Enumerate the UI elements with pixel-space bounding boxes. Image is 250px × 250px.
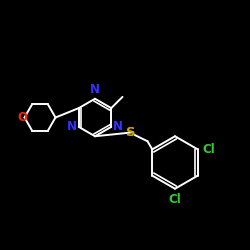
Text: Cl: Cl: [168, 193, 181, 206]
Text: S: S: [126, 126, 136, 139]
Text: O: O: [18, 111, 28, 124]
Text: N: N: [112, 120, 122, 134]
Text: Cl: Cl: [202, 143, 215, 156]
Text: N: N: [90, 83, 100, 96]
Text: N: N: [67, 120, 77, 134]
